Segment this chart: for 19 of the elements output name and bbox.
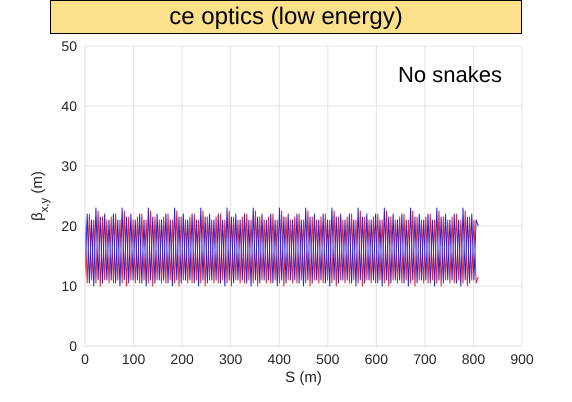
y-tick-label: 30	[61, 158, 78, 174]
x-tick-label: 200	[170, 350, 194, 367]
x-tick-label: 0	[81, 350, 90, 367]
x-tick-label: 300	[218, 350, 243, 367]
x-tick-label: 500	[316, 350, 340, 367]
x-tick-label: 700	[413, 350, 437, 367]
y-tick-label: 50	[61, 38, 78, 54]
x-tick-label: 800	[462, 350, 486, 367]
x-tick-label: 600	[364, 350, 388, 367]
annotation: No snakes	[398, 62, 502, 88]
x-axis-title: S (m)	[285, 369, 322, 386]
y-tick-label: 40	[61, 98, 78, 114]
chart-title: ce optics (low energy)	[50, 0, 522, 34]
x-tick-label: 900	[510, 350, 534, 367]
y-tick-label: 10	[61, 278, 78, 294]
y-tick-label: 20	[61, 218, 78, 234]
x-tick-label: 400	[268, 350, 292, 367]
x-tick-label: 100	[122, 350, 146, 367]
y-tick-label: 0	[69, 338, 78, 354]
